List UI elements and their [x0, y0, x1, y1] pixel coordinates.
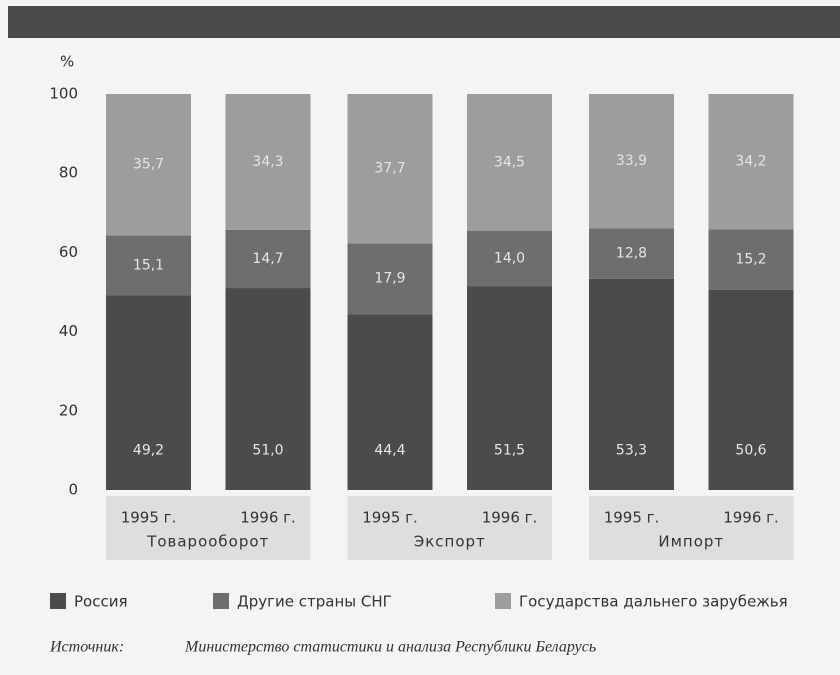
x-tick-label: 1996 г. [240, 509, 296, 527]
data-label: 33,9 [616, 153, 647, 169]
legend-swatch [50, 593, 66, 609]
data-label: 15,1 [133, 257, 164, 273]
bar-segment [225, 288, 311, 490]
x-tick-label: 1995 г. [121, 509, 177, 527]
bar-segment [467, 286, 552, 490]
data-label: 12,8 [616, 246, 647, 262]
data-label: 35,7 [133, 157, 164, 173]
bar-segment [347, 314, 433, 490]
legend-swatch [213, 593, 229, 609]
group-label: Импорт [658, 533, 724, 551]
y-tick-label: 60 [59, 243, 78, 261]
legend-label: Другие страны СНГ [237, 593, 392, 611]
group-label: Экспорт [414, 533, 486, 551]
bar-segment [708, 229, 794, 290]
data-label: 34,3 [252, 154, 283, 170]
data-label: 37,7 [374, 161, 405, 177]
legend-swatch [495, 593, 511, 609]
data-label: 44,4 [374, 442, 405, 458]
data-label: 34,2 [735, 154, 766, 170]
bar-segment [467, 230, 552, 287]
x-tick-label: 1996 г. [482, 509, 538, 527]
category-box [589, 496, 794, 560]
data-label: 51,0 [252, 442, 283, 458]
bar-segment [708, 94, 794, 230]
y-tick-label: 100 [49, 85, 78, 103]
bar-segment [708, 289, 794, 490]
header-band [8, 6, 840, 38]
bar-segment [106, 235, 191, 296]
bar-segment [589, 228, 674, 279]
category-box [106, 496, 311, 560]
data-label: 14,0 [494, 250, 525, 266]
y-tick-label: 0 [68, 481, 78, 499]
source-label: Источник: [49, 639, 124, 656]
legend-label: Государства дальнего зарубежья [519, 593, 788, 611]
y-unit-label: % [60, 53, 74, 71]
data-label: 51,5 [494, 442, 525, 458]
data-label: 34,5 [494, 154, 525, 170]
bar-segment [347, 94, 433, 244]
y-tick-label: 80 [59, 164, 78, 182]
category-box [347, 496, 552, 560]
bar-segment [347, 243, 433, 315]
data-label: 53,3 [616, 442, 647, 458]
x-tick-label: 1995 г. [362, 509, 418, 527]
bar-segment [106, 295, 191, 490]
data-label: 14,7 [252, 251, 283, 267]
group-label: Товарооборот [146, 533, 269, 551]
bar-segment [225, 229, 311, 289]
data-label: 50,6 [735, 442, 766, 458]
legend-label: Россия [74, 593, 128, 611]
data-label: 15,2 [735, 252, 766, 268]
data-label: 17,9 [374, 271, 405, 287]
x-tick-label: 1995 г. [604, 509, 660, 527]
x-tick-label: 1996 г. [723, 509, 779, 527]
bar-segment [589, 94, 674, 229]
bar-segment [467, 94, 552, 231]
bar-segment [589, 278, 674, 490]
y-tick-label: 40 [59, 322, 78, 340]
y-tick-label: 20 [59, 401, 78, 419]
bar-segment [106, 94, 191, 236]
data-label: 49,2 [133, 442, 164, 458]
bar-segment [225, 94, 311, 230]
source: Министерство статистики и анализа Респуб… [184, 639, 596, 656]
